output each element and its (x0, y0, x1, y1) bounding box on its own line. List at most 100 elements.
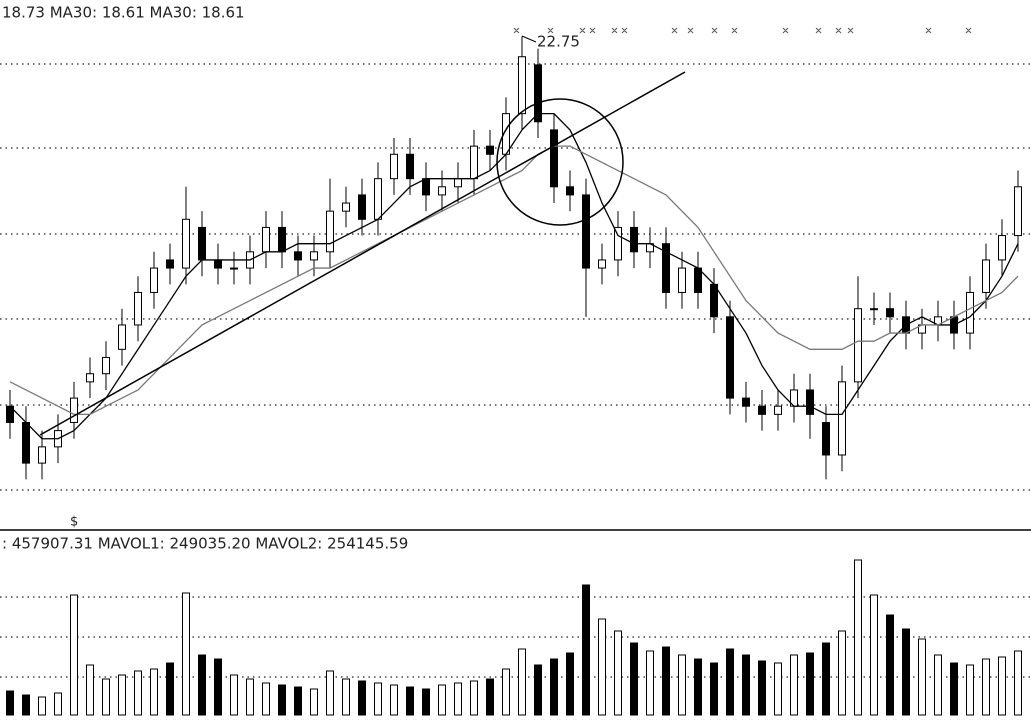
volume-bar (118, 674, 126, 716)
volume-bar (374, 682, 382, 716)
volume-bar (822, 642, 830, 716)
volume-bar (886, 614, 894, 716)
candle-body (662, 243, 670, 293)
volume-bar (246, 678, 254, 716)
candle-body (518, 56, 526, 115)
volume-bar (726, 648, 734, 716)
candle-body (534, 64, 542, 123)
candle-body (118, 324, 126, 350)
volume-bar (6, 690, 14, 716)
candle-body (1014, 186, 1022, 237)
candle-body (134, 291, 142, 326)
peak-label: 22.75 (537, 33, 580, 51)
volume-bar (742, 654, 750, 716)
candle-body (310, 251, 318, 261)
candle-body (422, 178, 430, 196)
candle-body (774, 405, 782, 415)
volume-bar (438, 684, 446, 716)
volume-bar (982, 658, 990, 716)
volume-header: : 457907.31 MAVOL1: 249035.20 MAVOL2: 25… (2, 535, 408, 553)
volume-bar (870, 594, 878, 716)
candle-body (870, 308, 878, 311)
volume-bar (998, 656, 1006, 716)
volume-bar (614, 630, 622, 716)
volume-bar (454, 682, 462, 716)
candle-body (486, 145, 494, 155)
candle-body (694, 267, 702, 293)
volume-bar (406, 686, 414, 716)
volume-bar (102, 678, 110, 716)
candle-body (582, 194, 590, 269)
volume-bar (1014, 650, 1022, 716)
candle-body (342, 202, 350, 212)
volume-bar (838, 630, 846, 716)
candle-body (374, 178, 382, 220)
volume-bar (214, 658, 222, 716)
candle-body (294, 251, 302, 261)
volume-bar (646, 650, 654, 716)
volume-bar (22, 694, 30, 716)
volume-bar (966, 664, 974, 716)
candle-body (182, 218, 190, 269)
volume-bar (358, 680, 366, 716)
volume-bar (262, 682, 270, 716)
candle-body (86, 373, 94, 383)
candle-body (886, 308, 894, 318)
candle-body (102, 356, 110, 375)
volume-bar (470, 680, 478, 716)
volume-bar (182, 592, 190, 716)
candle-body (678, 267, 686, 293)
candle-body (390, 153, 398, 180)
candle-body (806, 389, 814, 415)
candle-body (454, 178, 462, 188)
candle-body (358, 194, 366, 220)
candle-body (262, 226, 270, 253)
cross-marks (513, 27, 972, 34)
volume-bar (278, 684, 286, 716)
volume-bar (150, 668, 158, 716)
volume-bar (598, 618, 606, 716)
trend-line (39, 71, 686, 436)
candle-body (982, 259, 990, 293)
volume-bar (582, 584, 590, 716)
volume-bar (198, 654, 206, 716)
candle-body (166, 259, 174, 269)
volume-bar (422, 688, 430, 716)
volume-bar (134, 670, 142, 716)
volume-bar (902, 628, 910, 716)
candle-body (214, 259, 222, 269)
candle-body (822, 421, 830, 456)
candle-body (230, 267, 238, 270)
candle-body (854, 308, 862, 383)
candle-body (70, 397, 78, 423)
volume-bar (502, 668, 510, 716)
volume-bar (534, 664, 542, 716)
volume-bar (710, 662, 718, 716)
candle-body (278, 226, 286, 253)
candle-body (406, 153, 414, 180)
volume-bar (678, 654, 686, 716)
volume-bar (486, 678, 494, 716)
moving-average (9, 145, 1019, 415)
volume-bar (806, 652, 814, 716)
candle-body (566, 186, 574, 196)
volume-bar (38, 696, 46, 716)
candle-body (38, 446, 46, 464)
candle-body (150, 267, 158, 293)
volume-bar (918, 638, 926, 716)
volume-bar (566, 652, 574, 716)
volume-bar (390, 684, 398, 716)
marks (6, 36, 1022, 716)
volume-bar (950, 662, 958, 716)
volume-bar (934, 654, 942, 716)
candle-body (598, 259, 606, 269)
candle-body (998, 235, 1006, 261)
candle-body (470, 145, 478, 180)
candle-body (758, 405, 766, 415)
signal-crosses (513, 27, 972, 34)
candle-body (198, 226, 206, 261)
volume-bar (294, 686, 302, 716)
candle-body (438, 186, 446, 196)
